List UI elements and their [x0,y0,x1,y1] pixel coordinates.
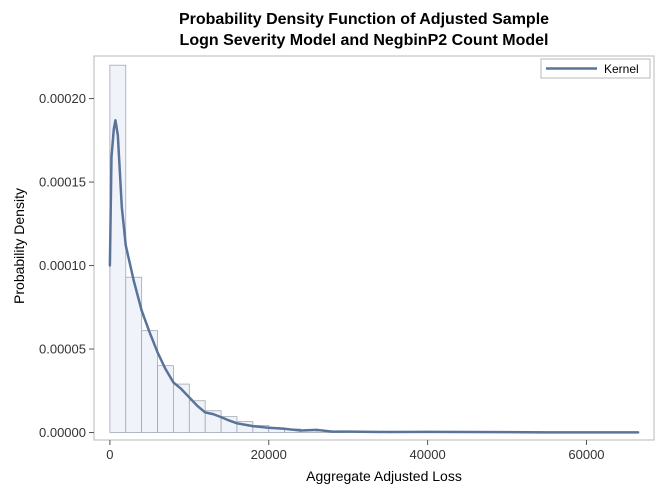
histogram-bars [109,64,349,433]
y-tick-label: 0.00020 [39,91,86,106]
x-tick-label: 40000 [410,447,446,462]
chart-title: Probability Density Function of Adjusted… [179,11,549,28]
y-axis-label: Probability Density [11,188,27,304]
y-tick-label: 0.00010 [39,258,86,273]
kernel-density-line [108,119,640,434]
y-tick-label: 0.00000 [39,425,86,440]
x-axis-label: Aggregate Adjusted Loss [306,468,462,484]
histogram-bar [157,365,174,433]
plot-frame [93,55,655,441]
y-axis: 0.00000 0.00005 0.00010 0.00015 0.00020 [39,91,94,440]
x-tick-label: 60000 [568,447,604,462]
histogram-bar [173,383,190,433]
y-tick-label: 0.00015 [39,175,86,190]
legend: Kernel [540,58,651,79]
y-tick-label: 0.00005 [39,342,86,357]
x-tick-label: 0 [106,447,113,462]
legend-kernel-label: Kernel [604,62,639,76]
x-axis: 0 20000 40000 60000 [106,440,605,462]
chart-subtitle: Logn Severity Model and NegbinP2 Count M… [180,32,549,49]
histogram-bar [109,64,127,433]
kernel-layer [108,119,640,434]
x-tick-label: 20000 [251,447,287,462]
